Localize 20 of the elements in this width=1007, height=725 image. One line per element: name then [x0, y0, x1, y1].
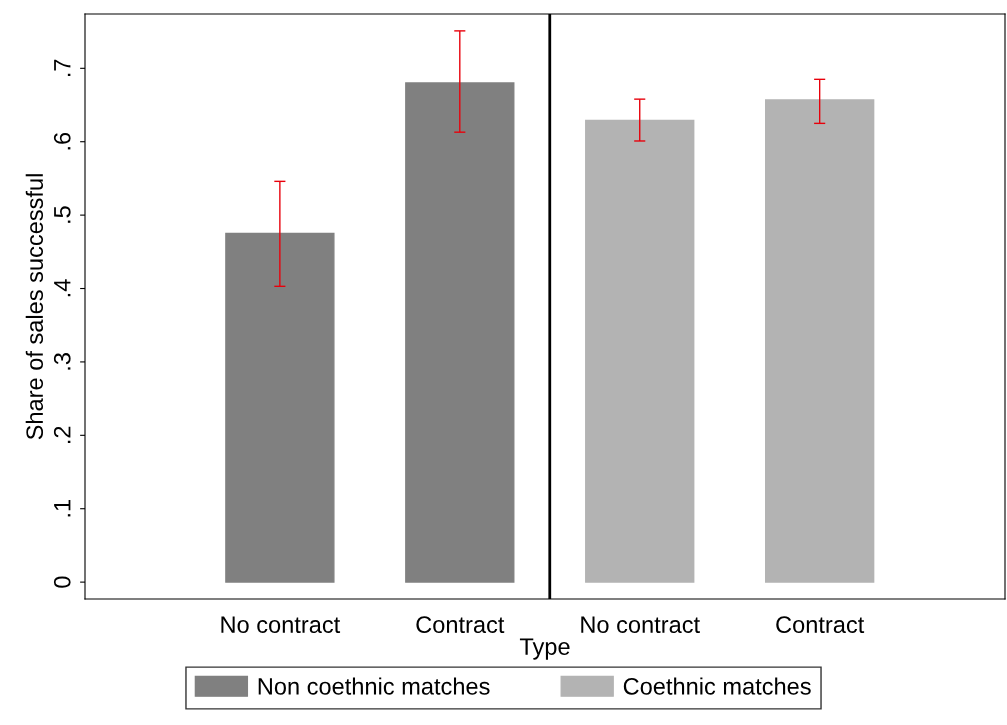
y-tick-label: .1	[54, 500, 71, 517]
x-tick-label: Contract	[776, 616, 865, 634]
y-tick-label: .7	[54, 59, 71, 77]
y-tick-label: .5	[54, 206, 71, 223]
y-tick-label: .4	[54, 279, 71, 297]
y-tick-label: .3	[53, 353, 71, 370]
x-axis-title: Type	[519, 638, 570, 660]
y-axis-title: Share of sales successful	[25, 174, 44, 440]
x-tick-label: No contract	[221, 616, 341, 634]
bar	[405, 82, 515, 583]
bar	[585, 119, 695, 583]
x-tick-label: Contract	[416, 616, 505, 634]
x-tick-label: No contract	[581, 616, 700, 634]
y-tick-label: .6	[53, 132, 71, 150]
bar	[225, 232, 335, 583]
legend-label: Coethnic matches	[623, 677, 811, 695]
y-tick-label: .2	[53, 426, 71, 444]
bar	[764, 99, 875, 583]
legend-label: Non coethnic matches	[258, 677, 490, 695]
y-tick-label: 0	[53, 576, 71, 588]
